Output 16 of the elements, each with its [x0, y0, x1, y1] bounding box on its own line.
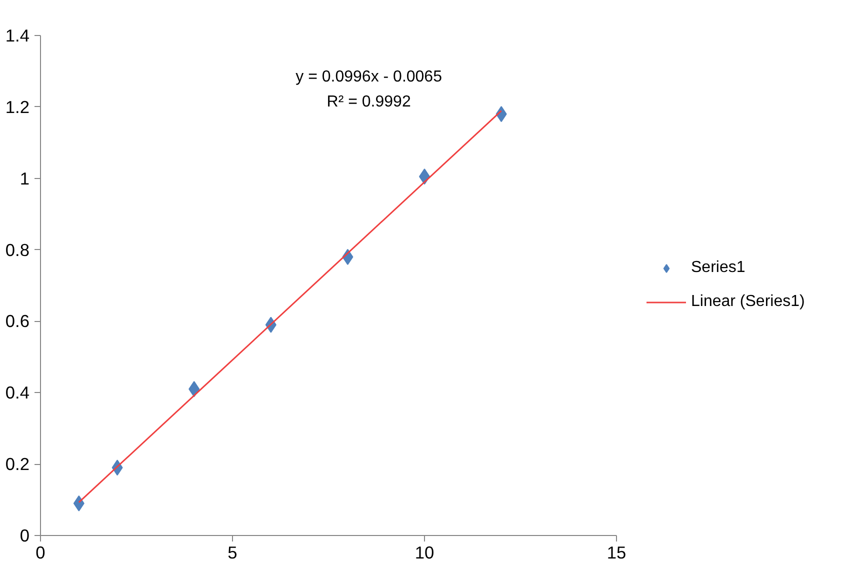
y-tick-label: 0 [20, 526, 30, 546]
y-tick-label: 1 [20, 168, 30, 188]
legend-label: Linear (Series1) [691, 293, 805, 311]
y-tick-label: 1.2 [5, 96, 30, 117]
x-tick-label: 15 [606, 542, 626, 562]
x-tick-label: 10 [414, 542, 434, 562]
x-tick-label: 0 [36, 542, 46, 562]
y-tick-label: 0.4 [5, 382, 30, 403]
y-tick-label: 0.6 [5, 311, 30, 332]
y-tick-label: 0.8 [5, 240, 30, 260]
y-tick-label: 0.2 [5, 454, 30, 474]
x-tick-label: 5 [228, 542, 238, 562]
annotation: y = 0.0996x - 0.0065 [296, 68, 442, 86]
legend-label: Series1 [691, 259, 746, 277]
y-tick-label: 1.4 [5, 26, 30, 46]
annotation: R² = 0.9992 [326, 94, 411, 110]
